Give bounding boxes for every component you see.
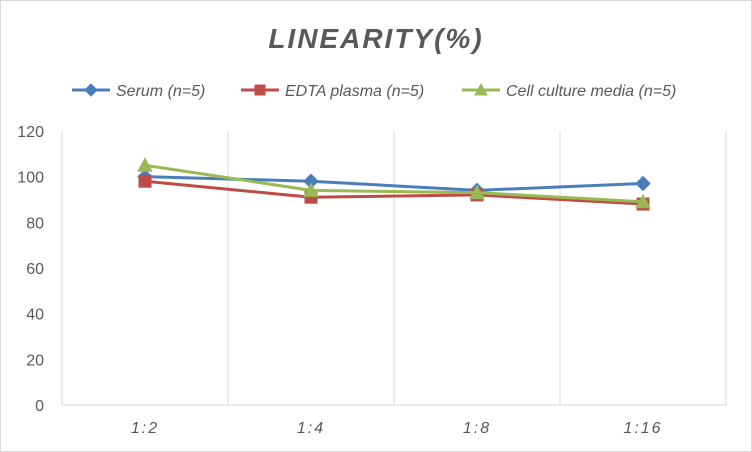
series-layer [137, 157, 651, 211]
x-tick-label: 1:16 [623, 420, 662, 437]
y-tick-label: 120 [17, 124, 44, 141]
legend-marker [474, 82, 488, 96]
x-tick-label: 1:8 [463, 420, 491, 437]
x-tick-label: 1:4 [297, 420, 325, 437]
series-3 [137, 157, 651, 209]
data-point-marker [635, 175, 651, 192]
x-tick-label: 1:2 [131, 420, 159, 437]
y-tick-label: 100 [17, 170, 44, 187]
data-point-marker [137, 157, 153, 172]
y-axis: 0 20 40 60 80 100 120 [17, 124, 44, 415]
series-line [144, 179, 644, 206]
series-line [144, 163, 644, 204]
y-tick-label: 40 [26, 307, 44, 324]
legend-marker [84, 83, 98, 97]
data-point-marker [469, 184, 485, 200]
legend-label: Serum (n=5) [116, 83, 205, 100]
legend-label: Cell culture media (n=5) [506, 83, 676, 100]
data-point-marker [635, 193, 651, 209]
data-point-marker [138, 174, 152, 188]
legend-item: EDTA plasma (n=5) [241, 83, 424, 100]
legend-marker [254, 84, 266, 96]
legend-label: EDTA plasma (n=5) [285, 83, 424, 100]
x-axis: 1:2 1:4 1:8 1:16 [131, 420, 662, 437]
chart-title: LINEARITY(%) [268, 23, 483, 54]
data-point-marker [303, 182, 319, 197]
y-tick-label: 80 [26, 215, 44, 232]
y-tick-label: 20 [26, 352, 44, 369]
y-tick-label: 0 [35, 398, 44, 415]
legend-item: Cell culture media (n=5) [462, 82, 676, 100]
legend-item: Serum (n=5) [72, 83, 205, 100]
legend: Serum (n=5) EDTA plasma (n=5) Cell culture… [72, 82, 676, 100]
y-tick-label: 60 [26, 261, 44, 278]
